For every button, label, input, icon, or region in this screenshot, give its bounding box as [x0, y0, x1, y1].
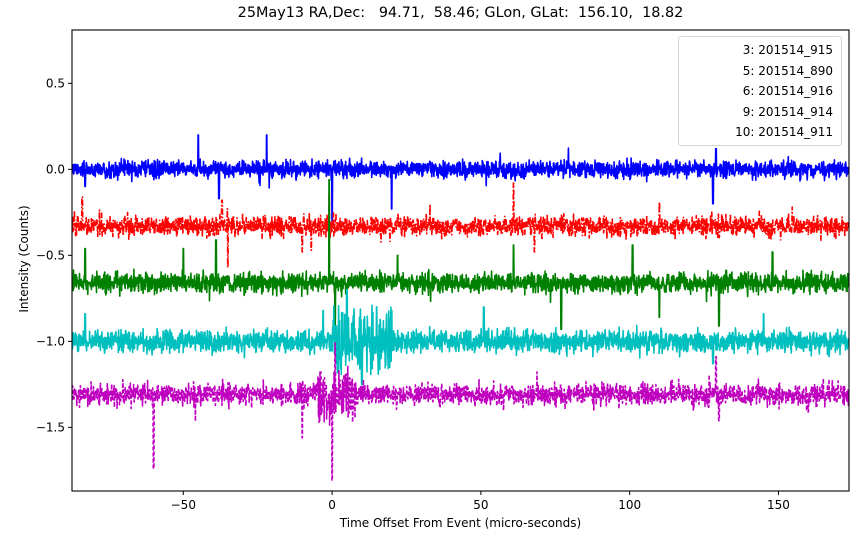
- x-tick-label: 0: [328, 498, 336, 512]
- series-line: [72, 134, 849, 222]
- legend-label: 3: 201514_915: [742, 43, 833, 57]
- x-tick-label: −50: [171, 498, 196, 512]
- x-tick-label: 150: [767, 498, 790, 512]
- legend-item: 6: 201514_916: [679, 82, 841, 103]
- legend-label: 9: 201514_914: [742, 104, 833, 119]
- y-axis-label: Intensity (Counts): [17, 205, 31, 313]
- legend-label: 6: 201514_916: [742, 84, 833, 98]
- data-traces: [72, 134, 849, 482]
- x-tick-label: 100: [618, 498, 641, 512]
- series-line: [72, 288, 849, 386]
- y-tick-label: 0.5: [46, 76, 65, 90]
- y-tick-label: −1.0: [36, 334, 65, 348]
- legend: 3: 201514_915 5: 201514_890 6: 201514_91…: [678, 36, 842, 146]
- y-tick-label: −1.5: [36, 420, 65, 434]
- legend-label: 10: 201514_911: [735, 125, 833, 139]
- x-axis-label: Time Offset From Event (micro-seconds): [339, 516, 582, 530]
- legend-item: 9: 201514_914: [679, 103, 841, 124]
- y-tick-label: 0.0: [46, 162, 65, 176]
- x-tick-label: 50: [473, 498, 488, 512]
- axes-frame: [71, 29, 850, 492]
- legend-item: 3: 201514_915: [679, 41, 841, 62]
- legend-label: 5: 201514_890: [742, 63, 833, 78]
- legend-item: 5: 201514_890: [679, 62, 841, 83]
- series-line: [72, 342, 849, 482]
- series-line: [72, 178, 849, 331]
- x-axis-ticks: −50 0 50 100 150: [171, 491, 790, 512]
- series-line: [72, 182, 849, 269]
- y-axis-ticks: 0.5 0.0 −0.5 −1.0 −1.5: [36, 76, 72, 434]
- y-tick-label: −0.5: [36, 248, 65, 262]
- legend-item: 10: 201514_911: [679, 123, 841, 144]
- chart-title: 25May13 RA,Dec: 94.71, 58.46; GLon, GLat…: [237, 5, 684, 21]
